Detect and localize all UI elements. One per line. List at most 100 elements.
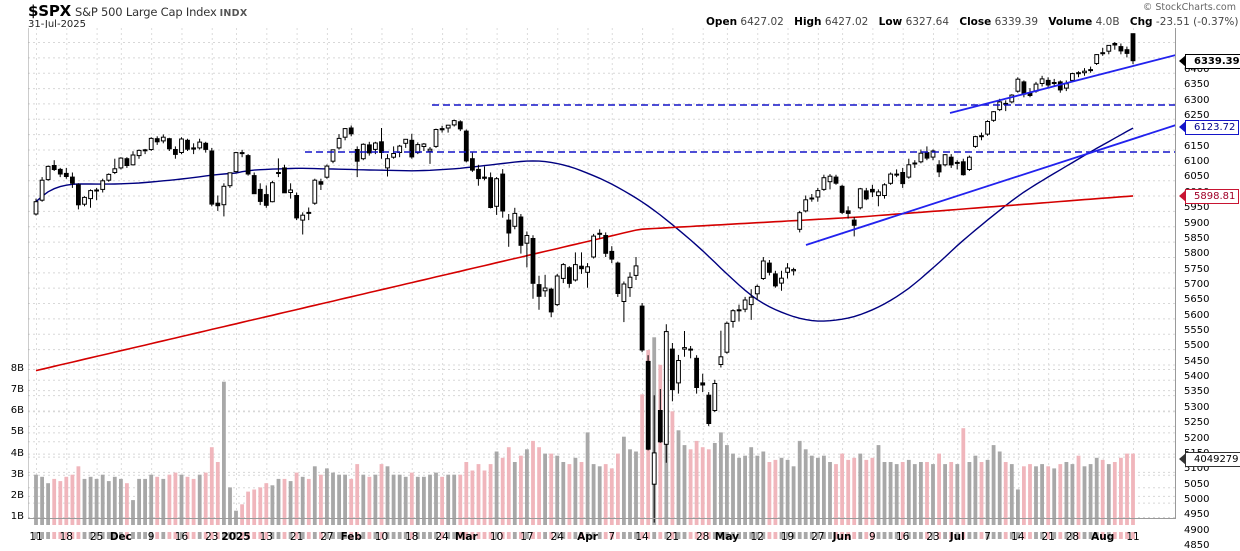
price-tick: 5650 xyxy=(1184,294,1210,306)
price-tick: 5750 xyxy=(1184,263,1210,275)
date-axis-day-label: 23 xyxy=(926,531,940,543)
close-value: 6339.39 xyxy=(994,16,1039,28)
date-axis-day-label: 9 xyxy=(869,531,876,543)
symbol-exchange: INDX xyxy=(219,8,248,19)
low-value: 6327.64 xyxy=(905,16,950,28)
low-label: Low xyxy=(878,16,903,28)
date-axis-day-label: 14 xyxy=(635,531,649,543)
close-label: Close xyxy=(959,16,992,28)
date-axis-day-label: 12 xyxy=(750,531,764,543)
price-tick: 5000 xyxy=(1184,493,1210,505)
date-axis-day-label: 21 xyxy=(1041,531,1055,543)
price-tick: 5950 xyxy=(1184,202,1210,214)
axis-value-flag: 6339.39 xyxy=(1179,54,1240,70)
chg-value: -23.51 (-0.37%) xyxy=(1155,16,1239,28)
volume-tick: 1B xyxy=(10,511,24,522)
price-volume-plot xyxy=(27,28,1177,539)
price-tick: 6050 xyxy=(1184,171,1210,183)
date-axis-month-label: Dec xyxy=(109,531,132,543)
price-tick: 6400 xyxy=(1184,64,1210,75)
stockcharts-credit: © StockCharts.com xyxy=(1142,2,1236,13)
date-axis-day-label: 11 xyxy=(1126,531,1140,543)
axis-value-flag: 4049279 xyxy=(1179,451,1240,467)
date-axis-day-label: 24 xyxy=(550,531,564,543)
date-axis-month-label: 2025 xyxy=(221,531,251,543)
price-tick: 6100 xyxy=(1184,156,1210,168)
plot-area xyxy=(27,28,1177,539)
volume-tick: 2B xyxy=(10,489,24,501)
price-axis: 6400635063006250620061506100605060005950… xyxy=(1178,28,1240,551)
date-axis-day-label: 10 xyxy=(489,531,504,543)
axis-value-flag: 5898.81 xyxy=(1179,189,1240,205)
date-axis-day-label: 18 xyxy=(59,531,73,543)
date-axis-day-label: 9 xyxy=(147,531,155,543)
flag-pointer-icon xyxy=(1179,55,1186,68)
price-tick: 5100 xyxy=(1184,463,1210,475)
date-axis-day-label: 16 xyxy=(896,531,910,543)
open-label: Open xyxy=(706,16,738,28)
flag-value: 5898.81 xyxy=(1194,191,1236,203)
volume-tick: 5B xyxy=(10,426,24,438)
price-tick: 4850 xyxy=(1184,540,1210,551)
price-tick: 5300 xyxy=(1184,401,1210,413)
date-axis-day-label: 21 xyxy=(665,531,680,543)
date-axis-day-label: 24 xyxy=(435,531,449,543)
volume-tick: 6B xyxy=(10,405,24,417)
date-axis-month-label: Feb xyxy=(340,531,362,543)
price-tick: 5850 xyxy=(1184,232,1210,244)
axis-value-flag: 6123.72 xyxy=(1179,120,1240,136)
price-tick: 5800 xyxy=(1184,248,1210,260)
date-axis-month-label: Jun xyxy=(832,531,852,543)
flag-value: 6123.72 xyxy=(1194,122,1236,134)
date-axis-day-label: 23 xyxy=(205,531,219,543)
flag-pointer-icon xyxy=(1179,452,1186,465)
price-tick: 5550 xyxy=(1184,325,1210,337)
date-axis: 11 18 25 Dec 9 16 23 2025 13 21 27 Feb 10 18 24 Mar 10 17… xyxy=(28,525,1176,546)
volume-tick: 4B xyxy=(10,447,24,459)
date-axis-month-label: Aug xyxy=(1091,531,1115,543)
date-axis-day-label: 28 xyxy=(695,531,710,543)
date-axis-month-label: Apr xyxy=(577,531,598,543)
high-label: High xyxy=(794,16,822,28)
price-tick: 6350 xyxy=(1184,79,1210,91)
date-axis-day-label: 7 xyxy=(984,531,991,543)
price-tick: 5250 xyxy=(1184,417,1210,429)
date-axis-day-label: 13 xyxy=(259,531,273,543)
price-tick: 5400 xyxy=(1184,371,1210,383)
volume-axis: 1B 2B 3B 4B 5B 6B 7B 8B xyxy=(0,355,28,522)
date-axis-day-label: 25 xyxy=(89,531,104,543)
date-band xyxy=(28,525,1176,539)
date-axis-day-label: 10 xyxy=(374,531,389,543)
high-value: 6427.02 xyxy=(824,16,869,28)
volume-tick: 8B xyxy=(10,363,24,374)
volume-tick: 7B xyxy=(10,384,24,396)
flag-pointer-icon xyxy=(1179,121,1186,134)
open-value: 6427.02 xyxy=(740,16,784,28)
date-axis-day-label: 17 xyxy=(520,531,534,543)
chart-date: 31-Jul-2025 xyxy=(28,19,87,30)
date-axis-month-label: Mar xyxy=(454,531,478,543)
price-tick: 5900 xyxy=(1184,217,1210,229)
price-tick: 6300 xyxy=(1184,94,1210,106)
date-axis-day-label: 19 xyxy=(780,531,795,543)
price-tick: 5500 xyxy=(1184,340,1210,352)
volume-value: 4.0B xyxy=(1095,16,1120,28)
volume-tick: 3B xyxy=(10,468,24,480)
volume-label: Volume xyxy=(1048,16,1093,28)
flag-value: 4049279 xyxy=(1194,453,1239,465)
date-axis-day-label: 7 xyxy=(608,531,616,543)
date-axis-day-label: 18 xyxy=(405,531,419,543)
date-axis-month-label: May xyxy=(714,531,739,543)
date-axis-day-label: 27 xyxy=(811,531,825,543)
price-tick: 5200 xyxy=(1184,432,1210,444)
price-tick: 5050 xyxy=(1184,478,1210,490)
date-axis-day-label: 28 xyxy=(1065,531,1080,543)
chg-label: Chg xyxy=(1129,16,1153,28)
date-axis-day-label: 21 xyxy=(289,531,304,543)
symbol-name: S&P 500 Large Cap Index xyxy=(75,5,217,19)
flag-value: 6339.39 xyxy=(1194,56,1240,68)
quote-bar: Open 6427.02 High 6427.02 Low 6327.64 Cl… xyxy=(706,16,1240,28)
price-tick: 6150 xyxy=(1184,140,1210,152)
date-axis-month-label: Jul xyxy=(949,531,965,543)
